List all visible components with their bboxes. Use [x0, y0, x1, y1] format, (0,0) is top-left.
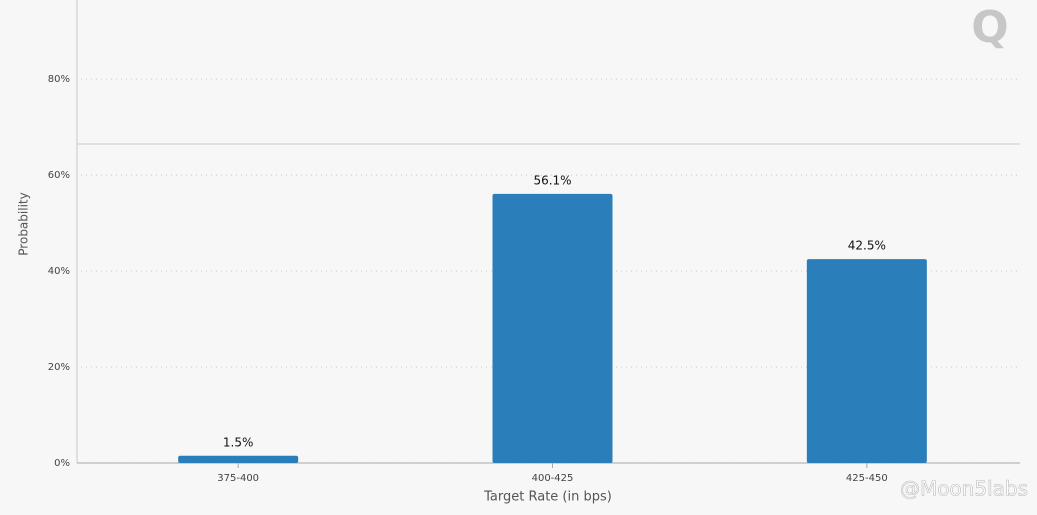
- data-label: 42.5%: [848, 239, 886, 253]
- y-axis-title: Probability: [17, 192, 31, 255]
- watermark: @Moon5labs: [900, 477, 1028, 501]
- y-tick-label: 80%: [48, 74, 70, 85]
- bar: [492, 193, 613, 463]
- logo-letter: Q: [971, 2, 1008, 53]
- x-tick-label: 375-400: [217, 473, 259, 484]
- data-label: 1.5%: [223, 435, 254, 449]
- data-label: 56.1%: [533, 173, 571, 187]
- y-tick-label: 40%: [48, 266, 70, 277]
- y-tick-label: 20%: [48, 362, 70, 373]
- y-tick-label: 60%: [48, 170, 70, 181]
- bar: [178, 455, 299, 463]
- y-tick-label: 0%: [54, 458, 70, 469]
- x-tick-label: 400-425: [532, 473, 574, 484]
- bar: [806, 259, 927, 463]
- x-tick-label: 425-450: [846, 473, 888, 484]
- x-axis-title: Target Rate (in bps): [483, 490, 612, 505]
- logo: Q: [971, 2, 1008, 53]
